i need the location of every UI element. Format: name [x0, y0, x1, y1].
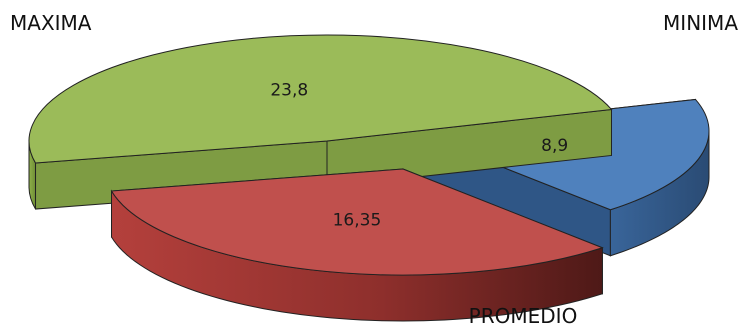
data-label-minima: 8,9: [541, 136, 568, 156]
slice-maxima-top: [28, 34, 613, 164]
category-label-maxima: MAXIMA: [10, 11, 92, 35]
slice-promedio[interactable]: [110, 168, 604, 322]
data-label-promedio: 16,35: [333, 210, 382, 230]
slice-promedio-top: [110, 168, 604, 276]
category-label-promedio: PROMEDIO: [469, 304, 578, 328]
data-label-maxima: 23,8: [270, 81, 308, 101]
category-label-minima: MINIMA: [663, 11, 738, 35]
slice-maxima[interactable]: [28, 34, 613, 210]
